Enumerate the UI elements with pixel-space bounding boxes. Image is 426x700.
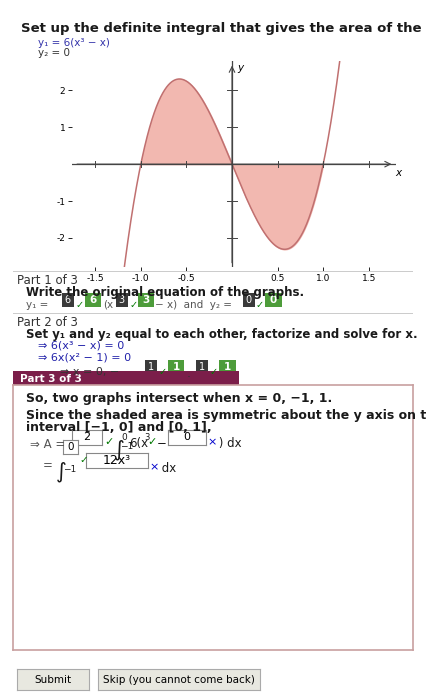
Text: ⇒ 6x(x² − 1) = 0: ⇒ 6x(x² − 1) = 0 (38, 353, 132, 363)
Text: Submit: Submit (35, 675, 72, 685)
Text: ) dx: ) dx (215, 438, 242, 451)
Text: y₁ = 6(x³ − x): y₁ = 6(x³ − x) (38, 38, 110, 48)
Text: −1: −1 (63, 465, 76, 474)
Text: 0: 0 (67, 442, 74, 452)
Text: ∫: ∫ (55, 461, 66, 482)
Text: Part 3 of 3: Part 3 of 3 (20, 374, 81, 384)
Text: 1: 1 (173, 362, 180, 372)
Text: − x)  and  y₂ =: − x) and y₂ = (155, 300, 233, 309)
Text: .: . (186, 367, 190, 380)
Text: ✓: ✓ (76, 300, 84, 309)
Text: ✓: ✓ (159, 367, 167, 377)
Text: y₁ =: y₁ = (26, 300, 48, 309)
Text: 1: 1 (224, 362, 231, 372)
Text: 2: 2 (83, 433, 90, 442)
Text: ✓: ✓ (210, 367, 218, 377)
Text: ⇒ 6(x³ − x) = 0: ⇒ 6(x³ − x) = 0 (38, 341, 124, 351)
Text: ✓: ✓ (256, 300, 264, 309)
Text: =: = (43, 459, 52, 473)
Text: ×: × (208, 438, 217, 447)
Text: Part 2 of 3: Part 2 of 3 (17, 316, 78, 330)
Text: 0: 0 (121, 433, 127, 442)
Text: dx: dx (158, 462, 176, 475)
Text: 1: 1 (199, 362, 205, 372)
Text: ⇒ A =: ⇒ A = (30, 438, 65, 451)
Text: 3: 3 (144, 433, 150, 442)
Text: Set up the definite integral that gives the area of the region.: Set up the definite integral that gives … (21, 22, 426, 36)
Text: −1: −1 (120, 442, 133, 452)
Text: ∫: ∫ (114, 440, 125, 460)
Text: −: − (157, 438, 167, 451)
Text: y₂ = 0: y₂ = 0 (38, 48, 70, 57)
Text: 3: 3 (142, 295, 150, 304)
Text: 0: 0 (246, 295, 252, 304)
Text: 6: 6 (65, 295, 71, 304)
Text: So, two graphs intersect when x = 0, −1, 1.: So, two graphs intersect when x = 0, −1,… (26, 392, 332, 405)
Text: Write the original equation of the graphs.: Write the original equation of the graph… (26, 286, 304, 299)
Text: 0: 0 (184, 433, 190, 442)
Text: 0: 0 (270, 295, 277, 304)
Text: 12x³: 12x³ (103, 454, 131, 467)
Text: x: x (395, 168, 401, 178)
Text: Part 1 of 3: Part 1 of 3 (17, 274, 78, 288)
Text: Since the shaded area is symmetric about the y axis on the: Since the shaded area is symmetric about… (26, 410, 426, 423)
Text: Skip (you cannot come back): Skip (you cannot come back) (103, 675, 255, 685)
Text: ✓: ✓ (129, 300, 137, 309)
Text: 6: 6 (89, 295, 97, 304)
Text: ✓: ✓ (104, 438, 114, 447)
Text: interval [−1, 0] and [0, 1],: interval [−1, 0] and [0, 1], (26, 421, 211, 435)
Text: ✓: ✓ (148, 438, 157, 447)
Text: (x: (x (104, 300, 114, 309)
Text: y: y (237, 63, 244, 73)
Text: 1: 1 (148, 362, 154, 372)
Text: Set y₁ and y₂ equal to each other, factorize and solve for x.: Set y₁ and y₂ equal to each other, facto… (26, 328, 417, 341)
Text: 3: 3 (119, 295, 125, 304)
Text: ×: × (150, 462, 159, 472)
Text: 6(x: 6(x (129, 438, 148, 451)
Text: ⇒ x = 0, −: ⇒ x = 0, − (60, 367, 119, 377)
Text: ✓: ✓ (79, 455, 88, 465)
